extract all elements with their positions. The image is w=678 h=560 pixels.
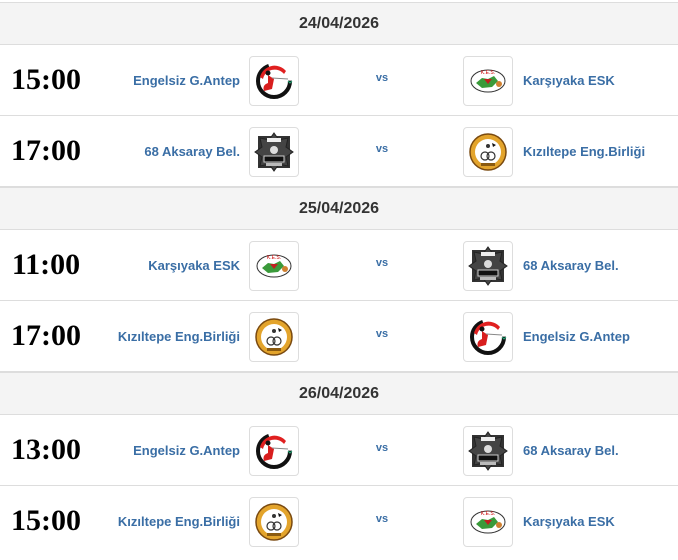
vs-label: vs (375, 328, 389, 340)
match-time: 13:00 (11, 433, 81, 466)
svg-text:K.E.S.: K.E.S. (481, 511, 495, 517)
home-team-link[interactable]: Engelsiz G.Antep (133, 442, 240, 458)
match-time: 15:00 (11, 504, 81, 537)
match-date: 26/04/2026 (298, 384, 380, 402)
match-row: 17:00 68 Aksaray Bel. vs Kızıltepe Eng.B… (0, 116, 678, 187)
vs-label: vs (375, 143, 389, 155)
kiziltepe-logo-icon[interactable] (249, 312, 299, 362)
match-row: 17:00 Kızıltepe Eng.Birliği vs Engelsiz … (0, 301, 678, 372)
vs-label: vs (375, 513, 389, 525)
date-header: 24/04/2026 (0, 2, 678, 45)
match-time: 17:00 (11, 319, 81, 352)
match-date: 25/04/2026 (298, 199, 380, 217)
match-row: 15:00 Kızıltepe Eng.Birliği vs K.E.S. Ka… (0, 486, 678, 556)
engelsiz-logo-icon[interactable] (463, 312, 513, 362)
match-time: 15:00 (11, 63, 81, 96)
away-team-link[interactable]: Karşıyaka ESK (523, 72, 615, 88)
svg-text:K.E.S.: K.E.S. (481, 70, 495, 76)
vs-label: vs (375, 442, 389, 454)
kiziltepe-logo-icon[interactable] (249, 497, 299, 547)
home-team-link[interactable]: Karşıyaka ESK (148, 257, 240, 273)
karsiyaka-logo-icon[interactable]: K.E.S. (463, 56, 513, 106)
away-team-link[interactable]: Kızıltepe Eng.Birliği (523, 143, 646, 159)
kiziltepe-logo-icon[interactable] (463, 127, 513, 177)
away-team-link[interactable]: Karşıyaka ESK (523, 513, 615, 529)
vs-label: vs (375, 257, 389, 269)
date-header: 26/04/2026 (0, 372, 678, 415)
vs-label: vs (375, 72, 389, 84)
home-team-link[interactable]: Kızıltepe Eng.Birliği (117, 328, 240, 344)
match-date: 24/04/2026 (298, 14, 380, 32)
date-header: 25/04/2026 (0, 187, 678, 230)
aksaray-logo-icon[interactable] (249, 127, 299, 177)
aksaray-logo-icon[interactable] (463, 241, 513, 291)
aksaray-logo-icon[interactable] (463, 426, 513, 476)
karsiyaka-logo-icon[interactable]: K.E.S. (463, 497, 513, 547)
home-team-link[interactable]: Engelsiz G.Antep (133, 72, 240, 88)
karsiyaka-logo-icon[interactable]: K.E.S. (249, 241, 299, 291)
away-team-link[interactable]: Engelsiz G.Antep (523, 328, 630, 344)
match-row: 15:00 Engelsiz G.Antep vs K.E.S. Karşıya… (0, 45, 678, 116)
match-time: 17:00 (11, 134, 81, 167)
svg-text:K.E.S.: K.E.S. (267, 255, 281, 261)
home-team-link[interactable]: 68 Aksaray Bel. (144, 143, 240, 159)
engelsiz-logo-icon[interactable] (249, 56, 299, 106)
match-row: 13:00 Engelsiz G.Antep vs 68 Aksaray Bel… (0, 415, 678, 486)
match-row: 11:00 Karşıyaka ESK K.E.S. vs 68 Aksaray… (0, 230, 678, 301)
away-team-link[interactable]: 68 Aksaray Bel. (523, 442, 619, 458)
away-team-link[interactable]: 68 Aksaray Bel. (523, 257, 619, 273)
home-team-link[interactable]: Kızıltepe Eng.Birliği (117, 513, 240, 529)
match-time: 11:00 (11, 248, 81, 281)
engelsiz-logo-icon[interactable] (249, 426, 299, 476)
